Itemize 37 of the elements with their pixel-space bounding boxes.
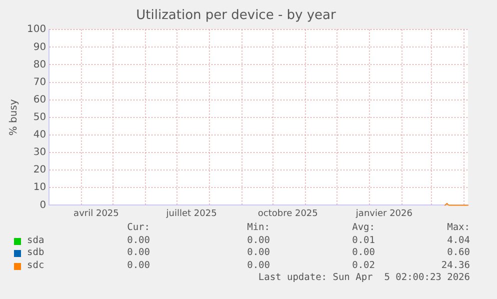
text: 0.00 bbox=[247, 234, 270, 247]
y-tick-label: 80 bbox=[33, 59, 46, 70]
text: 0.00 bbox=[127, 234, 150, 247]
legend-label: sdb bbox=[27, 247, 44, 260]
x-tick-label: avril 2025 bbox=[74, 208, 119, 219]
text: 24.36 bbox=[441, 260, 470, 272]
y-tick-label: 50 bbox=[33, 112, 46, 123]
y-tick-label: 20 bbox=[33, 164, 46, 176]
x-tick-label: juillet 2025 bbox=[165, 208, 217, 219]
text: 0.00 bbox=[127, 260, 150, 272]
y-tick-label: 70 bbox=[33, 76, 46, 88]
text: Cur: bbox=[127, 222, 150, 234]
x-tick-label: octobre 2025 bbox=[258, 208, 318, 219]
y-tick-label: 60 bbox=[33, 94, 46, 106]
text: 0.00 bbox=[247, 247, 270, 260]
text: 0.02 bbox=[352, 260, 375, 272]
x-tick-label: janvier 2026 bbox=[354, 208, 413, 219]
y-tick-label: 0 bbox=[40, 200, 46, 211]
text: 0.00 bbox=[247, 260, 270, 272]
text: 0.01 bbox=[352, 234, 375, 247]
y-tick-label: 100 bbox=[26, 24, 46, 36]
text: Last update: Sun Apr 5 02:00:23 2026 bbox=[258, 272, 470, 284]
legend-label: sda bbox=[27, 234, 44, 247]
text: 0.00 bbox=[127, 247, 150, 260]
text: 0.60 bbox=[447, 247, 470, 260]
y-tick-label: 10 bbox=[33, 182, 46, 194]
y-axis-title: % busy bbox=[8, 99, 20, 136]
y-tick-label: 40 bbox=[33, 130, 46, 141]
text: Min: bbox=[247, 222, 270, 234]
text: 4.04 bbox=[447, 234, 470, 247]
y-tick-label: 90 bbox=[33, 42, 46, 53]
y-tick-label: 30 bbox=[33, 147, 46, 158]
chart-title: Utilization per device - by year bbox=[136, 8, 337, 24]
text: Max: bbox=[447, 222, 470, 234]
text: Avg: bbox=[352, 222, 375, 234]
legend-label: sdc bbox=[27, 260, 44, 272]
text: 0.00 bbox=[352, 247, 375, 260]
